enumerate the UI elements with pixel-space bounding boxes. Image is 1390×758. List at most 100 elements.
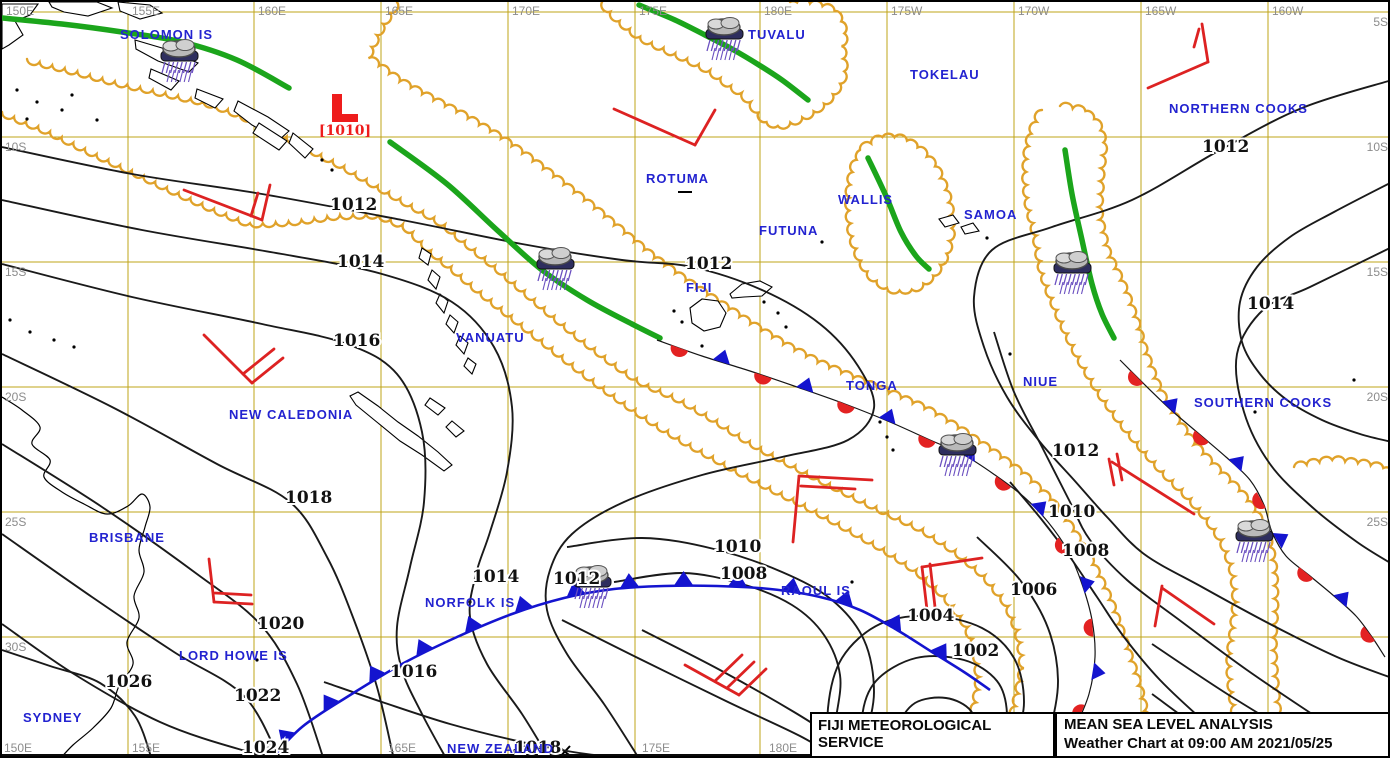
islet-dot xyxy=(850,580,854,584)
coastline xyxy=(2,396,151,756)
pressure-label: 1016 xyxy=(333,331,380,351)
isobar-line xyxy=(972,80,1388,678)
axis-label: 150E xyxy=(6,4,34,18)
convergence-zone xyxy=(844,132,957,295)
pressure-label: 1012 xyxy=(553,569,600,589)
low-symbol-L xyxy=(332,94,358,122)
wind-barb xyxy=(1160,586,1216,626)
pressure-label: 1002 xyxy=(952,641,999,661)
pressure-label: 1020 xyxy=(257,614,304,634)
wind-barb xyxy=(1153,584,1164,628)
axis-label: 150E xyxy=(4,741,32,755)
cold-front-triangle xyxy=(712,349,730,365)
place-label: SOLOMON IS xyxy=(120,27,213,42)
islet-dot xyxy=(25,117,29,121)
pressure-label: 1008 xyxy=(720,564,767,584)
landmasses xyxy=(2,2,1356,756)
pressure-label: 1010 xyxy=(714,537,761,557)
axis-label: 180E xyxy=(769,741,797,755)
cold-front-triangle xyxy=(781,577,802,594)
axis-label: 175E xyxy=(642,741,670,755)
cold-front-triangle xyxy=(727,572,748,588)
pressure-label: 1026 xyxy=(105,672,152,692)
trough-line xyxy=(2,15,292,91)
isobar-line xyxy=(2,146,876,756)
wind-barb xyxy=(212,600,254,606)
convergence-zone xyxy=(367,2,1156,756)
axis-label: 10S xyxy=(1367,140,1388,154)
place-label: WALLIS xyxy=(838,192,893,207)
wind-barb xyxy=(791,474,801,544)
place-label: TUVALU xyxy=(748,27,806,42)
isobar-line xyxy=(2,623,274,756)
warm-front-semicircle xyxy=(918,435,936,448)
warm-front-semicircle xyxy=(1192,430,1209,446)
axis-label: 165E xyxy=(385,4,413,18)
rain-shower-icon xyxy=(573,565,612,609)
fronts xyxy=(271,339,1386,756)
islet-dot xyxy=(35,100,39,104)
isobar-line xyxy=(2,199,549,756)
islet-dot xyxy=(885,435,889,439)
wind-barb xyxy=(213,591,253,597)
axis-label: 165E xyxy=(388,741,416,755)
cold-front-triangle xyxy=(1091,662,1106,681)
cold-front-triangle xyxy=(1030,501,1047,517)
axis-label: 155E xyxy=(132,741,160,755)
island xyxy=(252,122,288,151)
islet-dot xyxy=(52,338,56,342)
cold-front-triangle xyxy=(796,377,814,393)
wind-barb xyxy=(725,660,756,690)
pressure-label: 1008 xyxy=(1062,541,1109,561)
wind-barb xyxy=(737,667,768,697)
cold-front-triangle xyxy=(369,665,387,684)
rain-shower-icon xyxy=(536,247,575,291)
islet-dot xyxy=(784,325,788,329)
pressure-label: 1018 xyxy=(285,488,332,508)
cold-front-triangle xyxy=(878,408,896,425)
place-label: NORFOLK IS xyxy=(425,595,515,610)
wind-barb xyxy=(799,484,857,491)
warm-front-semicircle xyxy=(754,372,772,385)
islet-dot xyxy=(762,300,766,304)
isobar-line xyxy=(2,649,152,756)
pressure-label: 1014 xyxy=(337,252,384,272)
warm-front-semicircle xyxy=(1297,567,1314,582)
wind-barb xyxy=(693,108,717,147)
place-label: ROTUMA xyxy=(646,171,709,186)
warm-front-semicircle xyxy=(994,476,1011,491)
convergence-zone xyxy=(1058,101,1283,756)
chart-datetime: Weather Chart at 09:00 AM 2021/05/25 xyxy=(1064,735,1333,752)
isobar-line xyxy=(561,619,836,756)
place-label: BRISBANE xyxy=(89,530,165,545)
axis-label: 10S xyxy=(5,140,26,154)
chart-title: MEAN SEA LEVEL ANALYSIS xyxy=(1064,716,1273,733)
islet-dot xyxy=(320,158,324,162)
axis-label: 180E xyxy=(764,4,792,18)
place-label: SAMOA xyxy=(964,207,1017,222)
axis-label: 30S xyxy=(5,640,26,654)
wind-barb xyxy=(920,565,929,612)
convergence-zone xyxy=(1021,108,1242,756)
place-label: VANUATU xyxy=(456,330,525,345)
warm-front-semicircle xyxy=(837,401,855,414)
wind-barbs xyxy=(182,22,1216,697)
rain-shower-icon xyxy=(705,17,744,61)
islet-dot xyxy=(1253,410,1257,414)
axis-label: 170E xyxy=(515,741,543,755)
cold-front-triangle xyxy=(834,590,854,608)
place-label: SYDNEY xyxy=(23,710,82,725)
wind-barb xyxy=(241,347,276,376)
pressure-label: 1010 xyxy=(1048,502,1095,522)
wind-barb xyxy=(207,557,216,604)
islet-dot xyxy=(672,309,676,313)
cold-front-triangle xyxy=(464,616,484,634)
wind-barb xyxy=(202,333,254,385)
place-label: FIJI xyxy=(686,280,712,295)
axis-label: 175E xyxy=(639,4,667,18)
pressure-label: 1018 xyxy=(514,738,561,758)
islet-dot xyxy=(680,320,684,324)
axis-label: 15S xyxy=(5,265,26,279)
isobar-line xyxy=(2,443,324,756)
